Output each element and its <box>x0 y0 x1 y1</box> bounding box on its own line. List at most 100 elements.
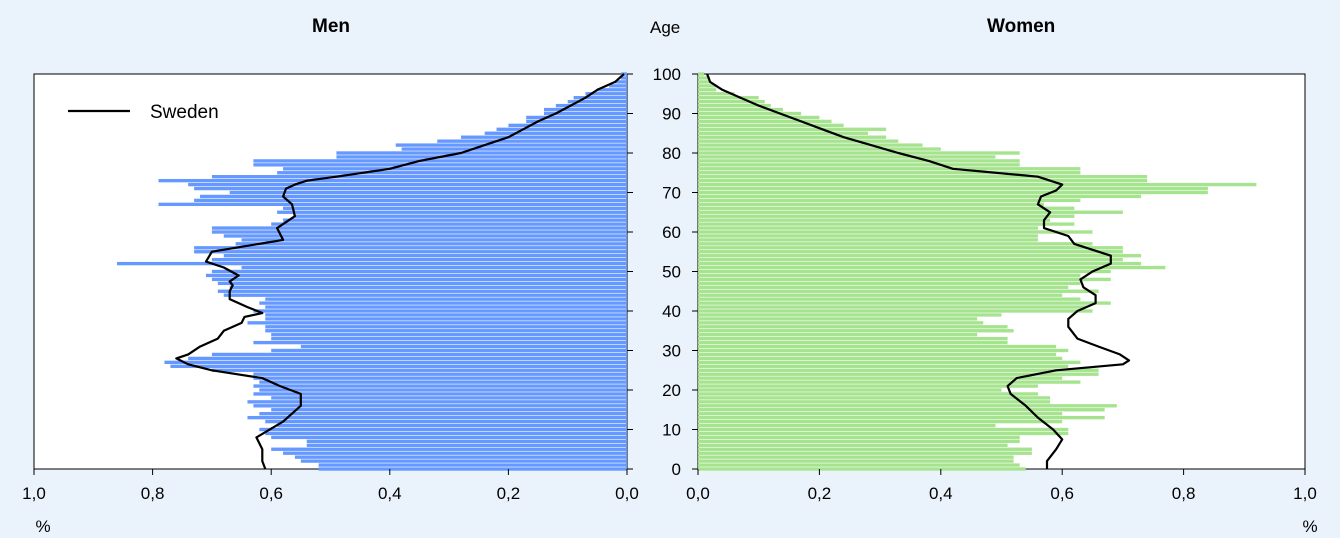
men-bar <box>283 167 627 171</box>
men-bar <box>615 80 627 84</box>
women-bar <box>698 182 1257 187</box>
women-bar <box>698 178 1148 183</box>
women-bar <box>698 281 1081 286</box>
men-bar <box>555 103 627 108</box>
age-tick-label: 100 <box>653 65 681 84</box>
women-bar <box>698 159 1020 163</box>
women-bar <box>698 210 1123 214</box>
men-bar <box>194 198 628 203</box>
women-bar <box>698 329 1014 333</box>
men-bar <box>247 400 628 404</box>
women-bar <box>698 408 1105 412</box>
men-bar <box>241 265 628 270</box>
women-bar <box>698 261 1142 266</box>
women-bar <box>698 293 1063 297</box>
men-bar <box>194 186 628 191</box>
women-bar <box>698 313 1002 317</box>
men-bar <box>294 214 627 218</box>
men-bar <box>194 246 628 250</box>
men-bar <box>253 309 627 313</box>
women-x-tick-label: 0,6 <box>1050 484 1074 503</box>
women-bar <box>698 412 1063 416</box>
women-bar <box>698 285 1069 289</box>
men-bar <box>437 139 627 143</box>
men-bar <box>117 261 628 266</box>
men-bar <box>265 313 627 317</box>
women-bar <box>698 435 1020 440</box>
men-x-tick-label: 1,0 <box>22 484 46 503</box>
men-bar <box>229 285 627 289</box>
men-bar <box>259 427 627 432</box>
women-bar <box>698 368 1099 372</box>
age-tick-label: 80 <box>662 144 681 163</box>
women-bar <box>698 202 1044 207</box>
women-bar <box>698 254 1142 258</box>
age-axis-label: Age <box>650 18 681 37</box>
men-bar <box>158 202 627 207</box>
women-bar <box>698 194 1142 199</box>
women-bar <box>698 325 1008 329</box>
women-bar <box>698 277 1111 282</box>
men-bar <box>211 368 627 372</box>
men-bar <box>283 218 627 222</box>
women-bar <box>698 463 1020 467</box>
women-bar <box>698 163 1020 167</box>
men-bar <box>567 99 627 104</box>
women-bar <box>698 214 1075 218</box>
women-bar <box>698 333 978 337</box>
women-bar <box>698 455 1014 459</box>
women-bar <box>698 230 1093 234</box>
women-bar <box>698 127 887 131</box>
women-bar <box>698 427 1069 432</box>
men-bar <box>336 155 627 159</box>
women-bar <box>698 321 984 325</box>
men-bar <box>211 257 627 262</box>
women-bar <box>698 139 899 143</box>
men-bar <box>164 360 627 365</box>
women-bar <box>698 400 1051 404</box>
men-bar <box>300 459 627 463</box>
women-bar <box>698 419 1063 424</box>
women-bar <box>698 467 1026 471</box>
men-bar <box>211 226 627 230</box>
women-bar <box>698 103 771 108</box>
women-bar <box>698 301 1111 305</box>
men-bar <box>223 234 627 238</box>
men-bar <box>277 423 627 428</box>
men-bar <box>205 273 627 278</box>
men-bar <box>223 254 627 258</box>
men-bar <box>259 380 627 384</box>
men-bar <box>229 190 627 195</box>
age-tick-label: 70 <box>662 184 681 203</box>
women-bar <box>698 226 1038 230</box>
women-bar <box>698 234 1038 238</box>
men-bar <box>247 415 628 420</box>
men-bar <box>621 72 627 76</box>
women-bar <box>698 250 1123 254</box>
men-bar <box>211 175 627 179</box>
men-bar <box>573 96 627 100</box>
men-bar <box>271 222 627 226</box>
women-bar <box>698 415 1105 420</box>
women-bar <box>698 392 1038 396</box>
men-bar <box>253 372 627 376</box>
men-bar <box>170 364 627 368</box>
women-bar <box>698 222 1075 226</box>
women-bar <box>698 388 1002 392</box>
women-bar <box>698 451 1032 455</box>
women-chart-title: Women <box>987 16 1056 37</box>
women-bar <box>698 364 1069 368</box>
women-bar <box>698 131 868 135</box>
men-bar <box>158 178 627 183</box>
men-bar <box>484 131 627 135</box>
women-bar <box>698 151 1020 155</box>
men-bar <box>253 376 627 380</box>
men-bar <box>395 143 627 147</box>
women-bar <box>698 186 1208 191</box>
age-tick-label: 10 <box>662 421 681 440</box>
men-bar <box>253 392 627 396</box>
women-bar <box>698 198 1081 203</box>
women-bar <box>698 356 1063 361</box>
men-bar <box>609 84 627 88</box>
